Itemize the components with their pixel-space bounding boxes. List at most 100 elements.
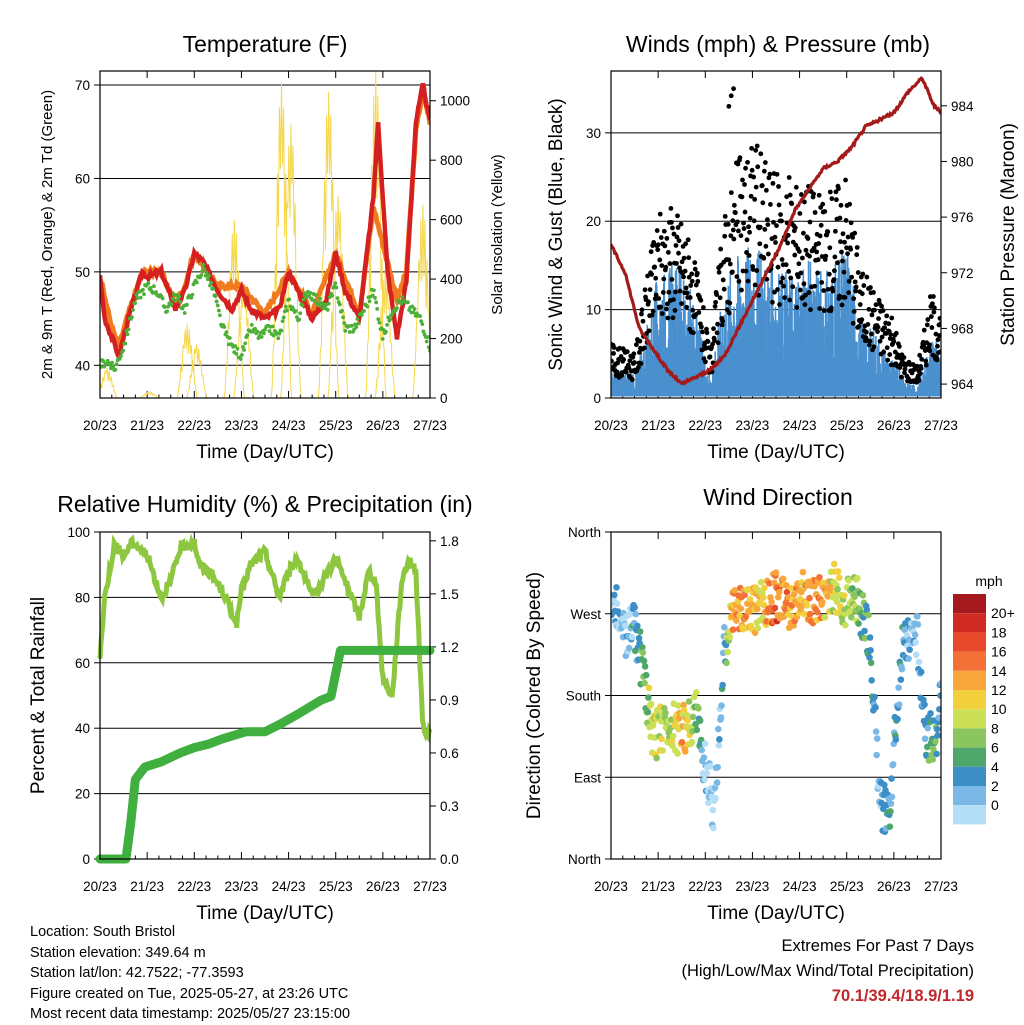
wind-direction-point (813, 608, 821, 616)
gust-point (692, 266, 698, 272)
extremes-box: Extremes For Past 7 Days (High/Low/Max W… (681, 934, 974, 1009)
legend-swatch (953, 766, 986, 786)
x-tick-label: 22/23 (177, 879, 211, 894)
gust-point (899, 374, 904, 380)
wind-direction-point (714, 725, 722, 733)
gust-point (757, 241, 763, 247)
gust-point (647, 287, 653, 292)
x-tick-label: 24/23 (272, 418, 306, 433)
x-axis-label: Time (Day/UTC) (196, 903, 334, 924)
legend-swatch (953, 747, 986, 767)
wind-direction-point (820, 579, 827, 587)
gust-point (636, 364, 641, 370)
gust-point (876, 316, 881, 322)
dewpoint-point (185, 302, 189, 307)
gust-point (806, 290, 812, 295)
gust-point (776, 202, 782, 208)
y-tick-label: 70 (75, 78, 90, 93)
gust-point (648, 249, 654, 255)
wind-direction-point (760, 594, 767, 601)
legend-label: 12 (991, 682, 1007, 698)
wind-direction-point (684, 717, 691, 724)
dewpoint-point (160, 296, 165, 301)
gust-point (789, 201, 795, 207)
gust-point (662, 243, 668, 249)
gust-point (699, 329, 705, 335)
wind-direction-point (674, 750, 681, 757)
wind-direction-point (772, 569, 780, 576)
gust-point (669, 219, 674, 225)
dewpoint-point (400, 295, 405, 299)
gust-point (690, 307, 696, 313)
wind-direction-point (834, 586, 841, 593)
wind-direction-point (873, 735, 881, 742)
gust-point (611, 358, 614, 364)
wind-direction-point (914, 613, 921, 620)
wind-direction-point (774, 593, 782, 601)
wind-direction-point (710, 824, 717, 832)
gust-point (707, 354, 713, 360)
dewpoint-point (207, 273, 211, 278)
wind-direction-point (613, 584, 620, 591)
dewpoint-point (194, 280, 199, 285)
gust-point (652, 264, 658, 270)
x-tick-label: 23/23 (225, 879, 259, 894)
y-axis-label: Direction (Colored By Speed) (524, 572, 545, 819)
wind-direction-point (937, 680, 941, 687)
gust-point (820, 201, 826, 207)
gust-point (808, 307, 813, 313)
dewpoint-point (350, 323, 354, 328)
gust-point (872, 307, 877, 313)
gust-point (797, 287, 803, 293)
gust-point (848, 246, 854, 252)
gust-point (837, 293, 842, 299)
wind-direction-point (715, 741, 723, 749)
wind-direction-point (641, 663, 649, 670)
dewpoint-point (271, 333, 276, 338)
gust-point (811, 245, 817, 251)
dewpoint-point (341, 315, 345, 320)
gust-point (654, 228, 660, 233)
gust-point (730, 218, 736, 224)
wind-direction-point (645, 684, 653, 692)
temperature-panel: Temperature (F) Time (Day/UTC) 2m & 9m T (… (39, 31, 506, 463)
dewpoint-point (201, 262, 206, 267)
gust-point (731, 86, 736, 92)
gust-point (853, 288, 859, 294)
gust-point (798, 270, 804, 276)
gust-point (722, 233, 728, 239)
dewpoint-point (218, 313, 222, 318)
gust-point (852, 230, 858, 236)
dewpoint-point (335, 296, 340, 300)
gust-point (875, 329, 880, 335)
wind-direction-point (803, 602, 811, 609)
wind-direction-point (779, 575, 787, 583)
dewpoint-point (138, 295, 143, 300)
wind-direction-point (859, 592, 867, 599)
wind-direction-point (933, 750, 940, 758)
wind-direction-point (639, 644, 646, 651)
gust-point (735, 219, 740, 225)
gust-point (638, 361, 644, 366)
dewpoint-point (235, 346, 240, 351)
dewpoint-point (262, 331, 266, 336)
y2-tick-label: 0.6 (440, 746, 459, 761)
dewpoint-point (203, 273, 208, 278)
wind-direction-point (642, 671, 650, 679)
wind-direction-point (746, 596, 754, 603)
wind-direction-point (647, 700, 655, 708)
dewpoint-point (301, 297, 306, 302)
gust-point (746, 253, 752, 258)
gust-point (719, 322, 725, 328)
wind-direction-point (695, 705, 702, 712)
gust-point (646, 299, 651, 305)
gust-point (838, 202, 844, 208)
solar-insolation-spike (327, 195, 349, 398)
wind-direction-point (927, 710, 934, 717)
gust-point (917, 371, 923, 376)
wind-direction-point (689, 713, 697, 721)
legend-label: 10 (991, 701, 1007, 717)
dewpoint-point (227, 336, 232, 340)
gust-point (795, 274, 801, 280)
